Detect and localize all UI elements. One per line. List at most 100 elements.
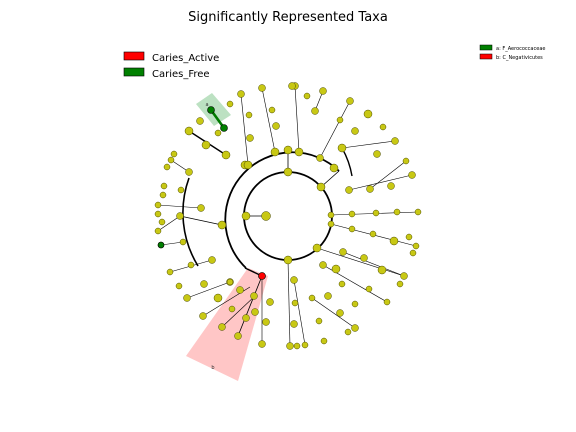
cladogram-nodes [154, 82, 422, 350]
clade-legend-swatch-a [479, 44, 493, 51]
branch [342, 251, 405, 277]
legend-swatch-caries-free [123, 67, 145, 77]
tree-node [154, 201, 162, 209]
tree-node [245, 111, 253, 119]
tree-node [346, 97, 354, 105]
tree-node [316, 182, 326, 192]
branch [369, 160, 407, 190]
tree-node [319, 87, 327, 95]
tree-node [336, 116, 344, 124]
branch [157, 204, 202, 209]
tree-node [291, 299, 299, 307]
tree-node [288, 82, 296, 90]
tree-node [377, 265, 387, 275]
tree-node [200, 280, 208, 288]
tree-node [301, 341, 309, 349]
legend-swatch-caries-active [123, 51, 145, 61]
tree-node [387, 182, 395, 190]
branch [221, 295, 256, 328]
branch [237, 275, 263, 337]
branch [294, 85, 300, 153]
tree-node [199, 312, 207, 320]
figure-title: Significantly Represented Taxa [188, 10, 388, 25]
tree-node [283, 255, 293, 265]
tree-node [311, 107, 319, 115]
tree-node [379, 123, 387, 131]
tree-node [312, 243, 322, 253]
tree-node [283, 145, 293, 155]
branch [348, 174, 413, 191]
tree-node [184, 126, 194, 136]
tree-node [405, 233, 413, 241]
branch [160, 241, 184, 246]
tree-node [339, 248, 347, 256]
tree-node [315, 317, 323, 325]
tree-node [338, 280, 346, 288]
tree-node [344, 328, 352, 336]
cladogram-branches [157, 85, 419, 347]
tree-node [163, 163, 171, 171]
branch [261, 87, 276, 153]
tree-node [393, 208, 401, 216]
outer-arc-right-upper [341, 147, 353, 177]
tree-node [351, 127, 359, 135]
tree-node [337, 143, 347, 153]
tree-node [262, 318, 270, 326]
tree-node [409, 249, 417, 257]
tree-node [391, 137, 399, 145]
legend-label-caries-active: Caries_Active [152, 53, 219, 64]
tree-node [294, 147, 304, 157]
tree-node [389, 236, 399, 246]
tree-node [236, 286, 244, 294]
branch [311, 297, 356, 329]
tree-node [308, 294, 316, 302]
tree-node [365, 285, 373, 293]
tree-node [383, 298, 391, 306]
tree-node [214, 129, 222, 137]
tree-node [268, 106, 276, 114]
branch [316, 247, 405, 277]
tree-node [319, 261, 327, 269]
tree-node [183, 294, 191, 302]
enriched-tree-node [220, 124, 228, 132]
branch [240, 93, 249, 166]
enriched-tree-node [157, 241, 165, 249]
tree-node [185, 168, 193, 176]
tree-node [327, 220, 335, 228]
tree-node [241, 211, 251, 221]
tree-node [213, 293, 223, 303]
ring-2-arc [224, 151, 340, 269]
tree-node [237, 90, 245, 98]
tree-node [201, 140, 211, 150]
tree-node [251, 308, 259, 316]
branch [186, 281, 231, 299]
tree-node [208, 256, 216, 264]
tree-node [329, 163, 339, 173]
tree-node [177, 186, 185, 194]
tree-node [226, 278, 234, 286]
branch [287, 259, 291, 347]
branch [319, 100, 351, 159]
tree-node [293, 342, 301, 350]
tree-node [154, 227, 162, 235]
tree-node [331, 264, 341, 274]
tree-node [396, 280, 404, 288]
branch [341, 140, 396, 149]
tree-node [221, 150, 231, 160]
tree-node [363, 109, 373, 119]
tree-node [246, 134, 254, 142]
branch [157, 215, 181, 232]
tree-node [372, 209, 380, 217]
tree-node [348, 225, 356, 233]
tree-node [167, 156, 175, 164]
tree-node [345, 186, 353, 194]
tree-node [369, 230, 377, 238]
clade-legend-label-a: a: F_Aerococcaceae [496, 46, 545, 52]
tree-node [266, 298, 274, 306]
tree-node [159, 191, 167, 199]
tree-node [303, 92, 311, 100]
tree-node [166, 268, 174, 276]
tree-node [197, 204, 205, 212]
tree-node [327, 211, 335, 219]
